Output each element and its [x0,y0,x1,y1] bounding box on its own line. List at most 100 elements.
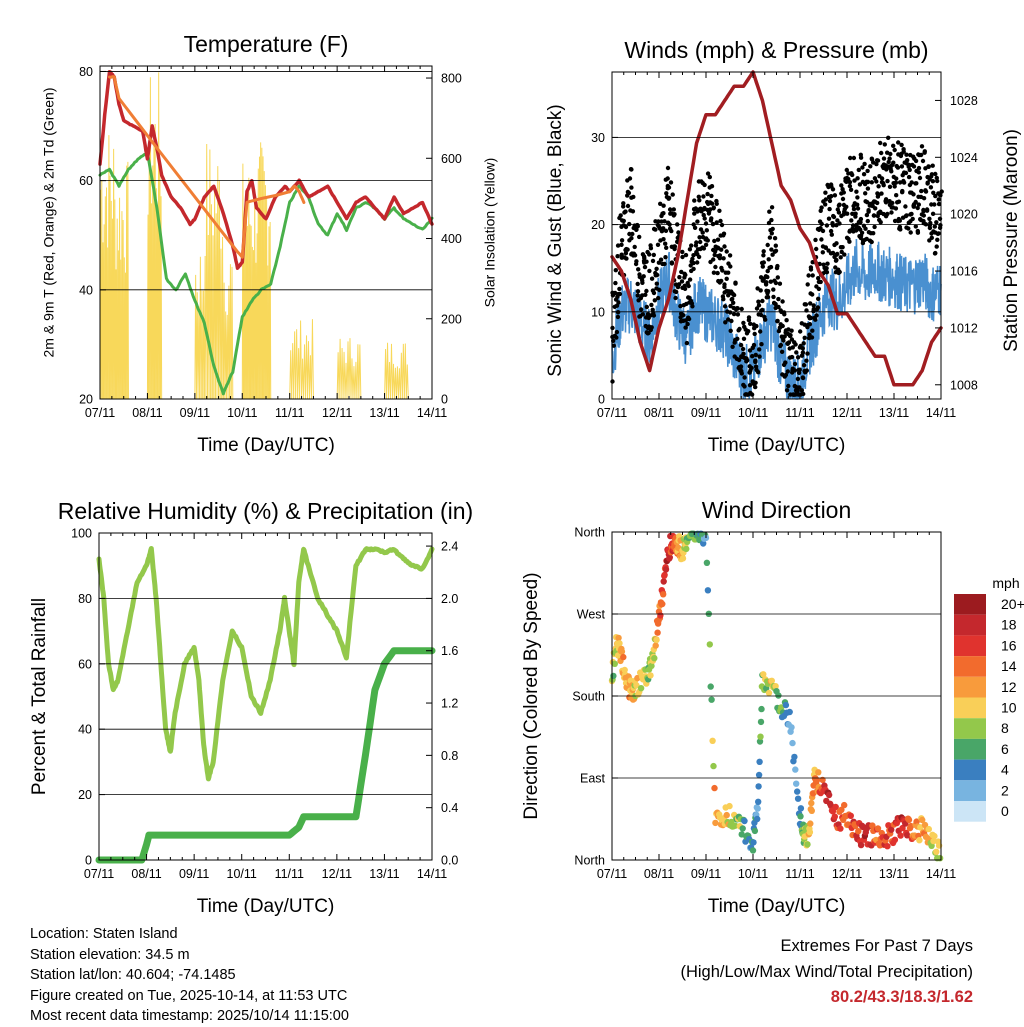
gust-point [707,174,712,180]
gust-point [798,329,803,334]
gust-point [933,250,938,256]
latlon-text: Station lat/lon: 40.604; -74.1485 [30,967,236,983]
gust-point [658,257,664,262]
gust-point [681,313,686,318]
gust-point [757,354,762,359]
direction-point [751,827,759,835]
gust-point [742,375,747,380]
chart-title: Wind Direction [702,497,852,523]
gust-point [904,152,909,157]
gust-point [828,228,834,234]
direction-point [637,685,645,692]
direction-point [869,822,876,829]
x-tick-label: 07/11 [85,406,115,420]
gust-point [811,303,816,308]
gust-point [788,333,793,338]
gust-point [806,273,811,278]
gust-point [915,205,920,211]
gust-point [695,260,700,265]
gust-point [789,354,795,360]
gust-point [741,336,747,341]
y-tick-label: 30 [591,131,605,145]
gust-point [828,182,834,187]
x-tick-label: 09/11 [691,867,721,881]
gust-point [913,158,919,164]
direction-point [793,780,800,787]
gust-point [871,231,876,236]
direction-point [731,822,739,829]
gust-point [866,208,871,213]
direction-point [794,795,802,802]
gust-point [810,292,815,297]
gust-point [615,254,620,259]
gust-point [635,281,640,287]
insolation-spike [405,364,409,400]
x-tick-label: 11/11 [785,406,814,420]
gust-point [663,255,668,260]
y-right-tick-label: 1028 [950,94,978,108]
gust-point [837,202,842,207]
direction-point [738,831,745,838]
gust-point [778,342,784,348]
gust-point [901,147,906,152]
direction-point [786,708,793,716]
y-tick-label: 20 [591,218,605,232]
gust-point [892,184,897,189]
y-right-tick-label: 0.4 [441,801,458,815]
gust-point [696,254,702,260]
direction-point [782,701,790,709]
gust-point [844,167,849,173]
gust-point [694,240,699,245]
gust-point [662,261,667,267]
gust-point [773,248,779,253]
y-axis-label: Direction (Colored By Speed) [521,572,542,819]
gust-point [665,165,671,171]
gust-point [775,318,780,324]
gust-point [928,220,933,226]
gust-point [857,182,863,187]
insolation-spike [346,341,350,400]
gust-point [933,193,938,199]
chart-title: Temperature (F) [184,31,349,57]
insolation-spike [194,274,197,400]
gust-point [642,264,648,270]
gust-point [804,358,809,363]
gust-point [930,211,936,216]
insolation-spike [384,349,388,400]
gust-point [613,268,618,273]
gust-point [632,244,637,250]
gust-point [910,216,915,222]
gust-point [859,230,865,235]
gust-point [937,225,943,230]
gust-point [735,312,741,317]
y-right-tick-label: 1.2 [441,697,458,711]
gust-point [640,312,645,317]
gust-point [776,304,781,310]
gust-point [666,185,672,190]
gust-point [903,204,908,209]
gust-point [765,294,771,300]
gust-point [747,348,753,353]
gust-point [790,345,795,350]
gust-point [761,253,766,258]
gust-point [692,211,697,216]
gust-point [928,185,934,190]
direction-point [610,672,617,680]
gust-point [739,306,744,312]
x-tick-label: 08/11 [131,867,161,881]
temperature-chart: 07/11 08/11 09/11 10/11 11/11 12/11 13/11 14/11… [41,31,498,456]
gust-point [763,282,769,287]
gust-point [649,302,654,308]
gust-point [760,264,765,269]
gust-point [728,303,733,309]
direction-point [837,825,844,832]
gust-point [696,194,701,199]
direction-point [615,634,622,642]
direction-point [857,841,865,849]
gust-point [837,269,842,275]
gust-point [643,292,648,297]
gust-point [667,207,673,212]
gust-point [713,264,718,270]
y-tick-label: 20 [78,788,92,802]
